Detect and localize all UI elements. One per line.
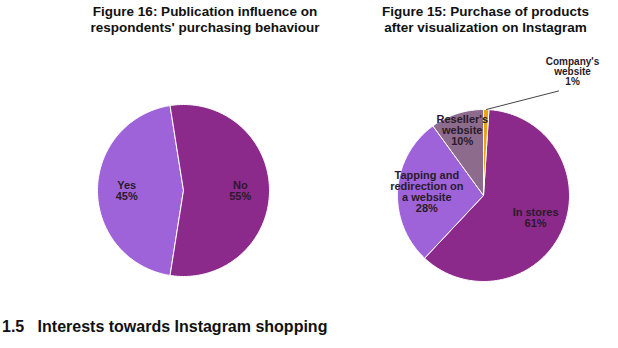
svg-text:Company'swebsite1%: Company'swebsite1% (546, 56, 600, 87)
svg-text:Yes45%: Yes45% (116, 179, 138, 202)
svg-text:No55%: No55% (229, 179, 251, 202)
html-text:Figure 16: Publication influen: Figure 16: Publication influence on resp… (90, 4, 320, 35)
html-text:1.5 Interests towards Instagra: 1.5 Interests towards Instagram shopping (2, 318, 328, 335)
svg-text:Tapping andredirection ona web: Tapping andredirection ona website28% (390, 169, 464, 214)
svg-text:Reseller'swebsite10%: Reseller'swebsite10% (436, 113, 488, 147)
svg-text:In stores61%: In stores61% (513, 206, 559, 229)
html-text:Figure 15: Purchase of product: Figure 15: Purchase of products after vi… (382, 4, 589, 35)
